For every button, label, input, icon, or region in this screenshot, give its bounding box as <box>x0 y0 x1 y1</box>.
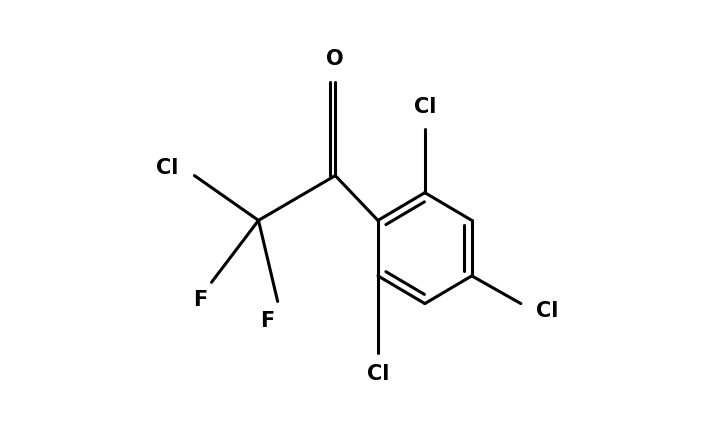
Text: Cl: Cl <box>367 364 389 384</box>
Text: Cl: Cl <box>156 158 179 178</box>
Text: Cl: Cl <box>536 301 558 321</box>
Text: F: F <box>260 311 274 331</box>
Text: O: O <box>327 49 344 69</box>
Text: Cl: Cl <box>414 97 436 117</box>
Text: F: F <box>193 290 207 310</box>
